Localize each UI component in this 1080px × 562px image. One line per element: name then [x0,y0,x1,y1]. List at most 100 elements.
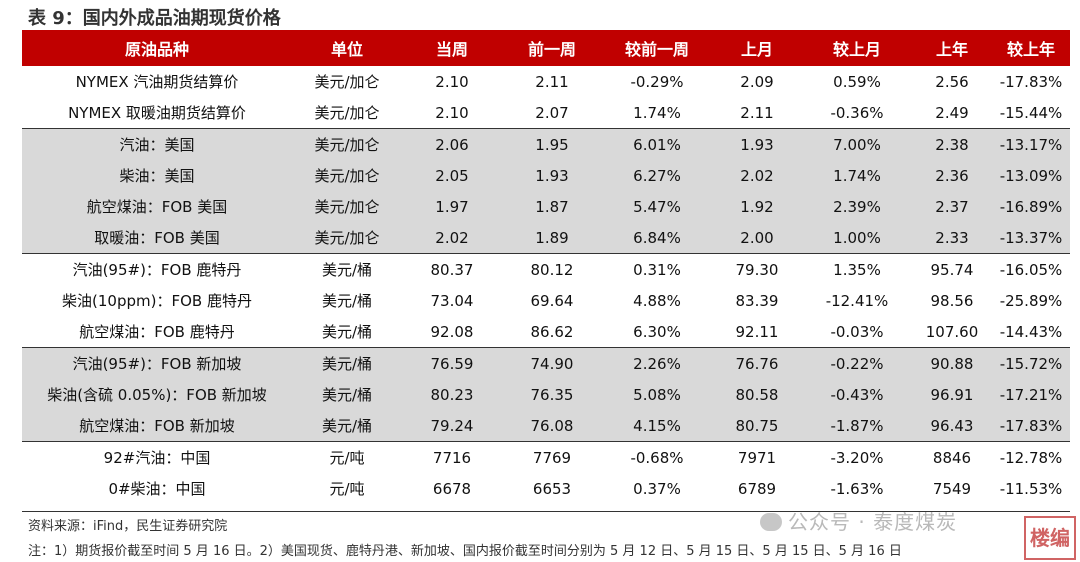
table-cell: 柴油：美国 [22,160,292,191]
table-cell: 86.62 [530,322,574,341]
table-row: 航空煤油：FOB 美国 美元/加仑 1.97 1.87 5.47% 1.92 2.39% 2.… [22,191,1070,222]
table-cell: 76.08 [502,410,602,442]
table-cell: 8846 [912,441,992,473]
table-cell: 92.11 [735,322,779,341]
table-cell: 92.08 [430,322,474,341]
table-cell: -0.22% [802,347,912,379]
table-cell: 76.35 [502,379,602,410]
table-cell: 74.90 [502,347,602,379]
table-cell: 1.35% [802,253,912,285]
table-cell: -17.21% [992,379,1070,410]
header-cell: 较上年 [992,30,1070,66]
table-cell: 7971 [712,441,802,473]
table-cell: 美元/桶 [321,323,373,341]
table-cell: 2.09 [740,72,774,91]
table-cell: 83.39 [735,291,779,310]
table-cell: 6678 [432,479,472,498]
table-cell: 69.64 [530,291,574,310]
table-row: 92#汽油：中国 元/吨 7716 7769 -0.68% 7971 -3.20% 8846-… [22,441,1070,473]
table-row: 柴油(10ppm)：FOB 鹿特丹 美元/桶 73.04 69.64 4.88% 83.3… [22,285,1070,316]
stamp: 楼编 [1024,516,1076,560]
table-cell: 96.91 [912,379,992,410]
table-cell: 0.37% [633,479,681,498]
table-cell: 2.36 [912,160,992,191]
table-cell: 95.74 [912,253,992,285]
table-cell: 2.26% [602,347,712,379]
header-cell: 单位 [292,30,402,66]
table-cell: -25.89% [999,291,1063,310]
table-row: 柴油(含硫 0.05%)：FOB 新加坡 美元/桶 80.23 76.35 5.08% 8… [22,379,1070,410]
table-cell: 80.12 [502,253,602,285]
table-cell: 80.58 [712,379,802,410]
table-cell: 92#汽油：中国 [22,441,292,473]
table-cell: 7769 [502,441,602,473]
table-cell: 0#柴油：中国 [108,480,206,498]
table-cell: 航空煤油：FOB 鹿特丹 [79,323,235,341]
table-cell: 7.00% [802,128,912,160]
table-cell: -0.43% [802,379,912,410]
table-cell: 2.02 [712,160,802,191]
table-row: 柴油：美国 美元/加仑 2.05 1.93 6.27% 2.02 1.74% 2.36 -13.… [22,160,1070,191]
price-table: 原油品种 单位 当周 前一周 较前一周 上月 较上月 上年 较上年 NYMEX … [22,30,1070,504]
table-cell: NYMEX 汽油期货结算价 [75,73,239,91]
table-cell: 1.00% [802,222,912,254]
table-cell: 96.43 [912,410,992,442]
source-text: 资料来源：iFind，民生证券研究院 [28,519,228,534]
table-cell: -15.44% [999,103,1063,122]
table-cell: 美元/桶 [292,347,402,379]
table-cell: 76.76 [712,347,802,379]
table-cell: 2.37 [912,191,992,222]
table-cell: 1.87 [502,191,602,222]
table-cell: 0.31% [602,253,712,285]
table-row: 取暖油：FOB 美国 美元/加仑 2.02 1.89 6.84% 2.00 1.00% 2.3… [22,222,1070,254]
table-cell: 6.84% [602,222,712,254]
table-cell: 2.11 [740,103,774,122]
table-cell: -0.68% [602,441,712,473]
table-cell: 7716 [402,441,502,473]
table-cell: 5.47% [602,191,712,222]
table-cell: -13.09% [992,160,1070,191]
table-cell: 美元/桶 [292,410,402,442]
watermark-text: 公众号 · 泰度煤炭 [788,510,958,534]
table-cell: 汽油(95#)：FOB 新加坡 [22,347,292,379]
table-row: NYMEX 汽油期货结算价 美元/加仑 2.10 2.11 -0.29% 2.09 0.59… [22,66,1070,97]
header-cell: 当周 [402,30,502,66]
wechat-icon [760,513,782,531]
table-cell: -0.36% [830,103,884,122]
bottom-rule [22,511,1070,512]
table-cell: 4.15% [602,410,712,442]
table-cell: 6653 [532,479,572,498]
header-cell: 较上月 [802,30,912,66]
table-cell: 航空煤油：FOB 美国 [22,191,292,222]
table-row: 0#柴油：中国 元/吨 6678 6653 0.37% 6789 -1.63% 7549 -11… [22,473,1070,504]
table-cell: 1.89 [502,222,602,254]
table-cell: 2.10 [435,72,469,91]
table-cell: -13.37% [992,222,1070,254]
table-cell: 美元/桶 [292,379,402,410]
table-cell: 2.10 [435,103,469,122]
table-cell: -15.72% [992,347,1070,379]
table-row: 航空煤油：FOB 新加坡 美元/桶 79.24 76.08 4.15% 80.75 -1.8… [22,410,1070,442]
table-row: NYMEX 取暖油期货结算价 美元/加仑 2.10 2.07 1.74% 2.11 -0.3… [22,97,1070,129]
table-cell: 7549 [932,479,972,498]
table-cell: 80.37 [402,253,502,285]
table-cell: -16.89% [992,191,1070,222]
table-cell: 元/吨 [292,441,402,473]
table-body: NYMEX 汽油期货结算价 美元/加仑 2.10 2.11 -0.29% 2.09 0.59… [22,66,1070,504]
table-cell: 1.95 [502,128,602,160]
table-cell: -17.83% [999,72,1063,91]
table-cell: 2.39% [802,191,912,222]
header-cell: 上月 [712,30,802,66]
table-cell: 汽油(95#)：FOB 鹿特丹 [22,253,292,285]
table-cell: -14.43% [999,322,1063,341]
table-cell: 2.56 [935,72,969,91]
table-row: 汽油(95#)：FOB 鹿特丹 美元/桶 80.37 80.12 0.31% 79.30 1… [22,253,1070,285]
table-cell: 6.01% [602,128,712,160]
table-cell: 柴油(10ppm)：FOB 鹿特丹 [62,292,252,310]
header-cell: 前一周 [502,30,602,66]
table-cell: -17.83% [992,410,1070,442]
table-cell: 2.06 [402,128,502,160]
table-cell: -1.63% [830,479,884,498]
table-cell: 0.59% [833,72,881,91]
table-cell: 1.74% [802,160,912,191]
